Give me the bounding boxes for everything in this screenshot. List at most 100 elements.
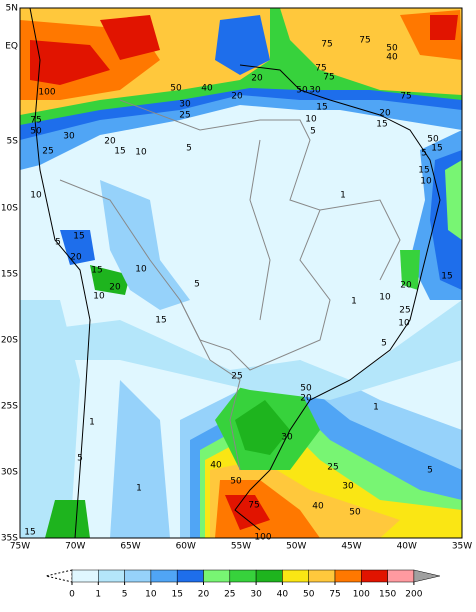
contour-label: 10	[305, 115, 317, 125]
contour-label: 25	[327, 463, 338, 473]
lon-label: 40W	[397, 542, 417, 552]
contour-label: 10	[420, 177, 432, 187]
contour-label: 50	[349, 508, 361, 518]
map-frame	[19, 7, 463, 539]
contour-label: 1	[89, 418, 95, 428]
contour-label: 10	[135, 148, 147, 158]
contour-label: 50	[296, 86, 308, 96]
contour-label: 75	[315, 64, 326, 74]
lon-label: 55W	[231, 542, 251, 552]
colorbar-label: 40	[277, 590, 289, 600]
lat-label: 20S	[1, 336, 18, 346]
contour-label: 25	[179, 111, 190, 121]
contour-label: 50	[300, 384, 312, 394]
contour-label: 75	[321, 40, 332, 50]
contour-label: 40	[201, 84, 213, 94]
contour-label: 75	[400, 92, 411, 102]
precip-field	[20, 8, 462, 538]
colorbar-label: 15	[171, 590, 182, 600]
colorbar-under	[45, 569, 73, 583]
contour-label: 15	[24, 528, 35, 538]
contour-label: 30	[342, 482, 354, 492]
contour-label: 75	[359, 36, 370, 46]
lat-label: 5N	[6, 4, 18, 14]
colorbar-bin	[255, 569, 283, 583]
contour-label: 1	[351, 297, 357, 307]
contour-label: 20	[400, 281, 412, 291]
contour-label: 50	[427, 135, 439, 145]
contour-label: 10	[30, 191, 42, 201]
contour-label: 15	[376, 120, 387, 130]
contour-label: 10	[135, 265, 147, 275]
lat-label: 15S	[1, 270, 18, 280]
lon-label: 60W	[176, 542, 196, 552]
colorbar-bin	[361, 569, 388, 583]
contour-label: 75	[248, 501, 259, 511]
contour-label: 25	[399, 306, 410, 316]
colorbar-label: 25	[224, 590, 235, 600]
contour-label: 1	[373, 403, 379, 413]
contour-label: 50	[230, 477, 242, 487]
colorbar-label: 1	[95, 590, 101, 600]
contour-label: 20	[251, 74, 263, 84]
colorbar-bin	[203, 569, 231, 583]
colorbar-label: 75	[329, 590, 340, 600]
contour-label: 50	[386, 44, 398, 54]
axes: 75W 70W 65W 60W 55W 50W 45W 40W 35W 5N EQ 5S 10S 15S 2…	[1, 4, 472, 552]
contour-label: 30	[63, 132, 75, 142]
geography	[29, 8, 441, 538]
colorbar-label: 10	[145, 590, 157, 600]
colorbar-bin	[150, 569, 178, 583]
contour-label: 5	[77, 454, 83, 464]
contour-label: 20	[231, 92, 243, 102]
colorbar-label: 30	[250, 590, 262, 600]
contour-label: 15	[431, 144, 442, 154]
contour-label: 50	[30, 127, 42, 137]
contour-label: 10	[93, 292, 105, 302]
lat-label: 30S	[1, 468, 18, 478]
contour-label: 100	[254, 533, 271, 543]
contour-label: 5	[186, 144, 192, 154]
colorbar-label: 200	[405, 590, 422, 600]
contour-label: 15	[441, 272, 452, 282]
contour-label: 40	[210, 461, 222, 471]
lon-label: 50W	[286, 542, 306, 552]
colorbar-bin	[71, 569, 99, 583]
colorbar: 0 1 5 10 15 20 25 30 40 50 75 100 150 200	[45, 569, 440, 600]
contour-label: 15	[73, 232, 84, 242]
lon-label: 45W	[341, 542, 361, 552]
colorbar-bin	[229, 569, 257, 583]
contour-label: 5	[55, 238, 61, 248]
contour-label: 40	[312, 502, 324, 512]
lon-label: 75W	[10, 542, 30, 552]
contour-label: 5	[421, 149, 427, 159]
contour-label: 15	[114, 147, 125, 157]
contour-label: 100	[38, 88, 55, 98]
contour-label: 50	[170, 84, 182, 94]
colorbar-label: 150	[379, 590, 396, 600]
lon-label: 35W	[452, 542, 472, 552]
lat-label: 5S	[7, 137, 19, 147]
contour-label: 20	[104, 137, 116, 147]
colorbar-bin	[98, 569, 125, 583]
contour-label: 75	[323, 73, 334, 83]
lat-label: 10S	[1, 204, 18, 214]
lat-label: 25S	[1, 402, 18, 412]
contour-label: 1	[340, 191, 346, 201]
lat-label: 35S	[1, 534, 18, 544]
contour-label: 30	[281, 433, 293, 443]
contour-label: 10	[379, 293, 391, 303]
contour-label: 5	[381, 339, 387, 349]
contour-label: 40	[386, 53, 398, 63]
contour-label: 5	[194, 280, 200, 290]
contour-label: 15	[91, 266, 102, 276]
lon-label: 65W	[120, 542, 140, 552]
contour-label: 25	[42, 147, 53, 157]
contour-label: 5	[427, 466, 433, 476]
contour-label: 15	[316, 103, 327, 113]
colorbar-bin	[282, 569, 309, 583]
colorbar-bin	[308, 569, 336, 583]
colorbar-label: 5	[122, 590, 128, 600]
